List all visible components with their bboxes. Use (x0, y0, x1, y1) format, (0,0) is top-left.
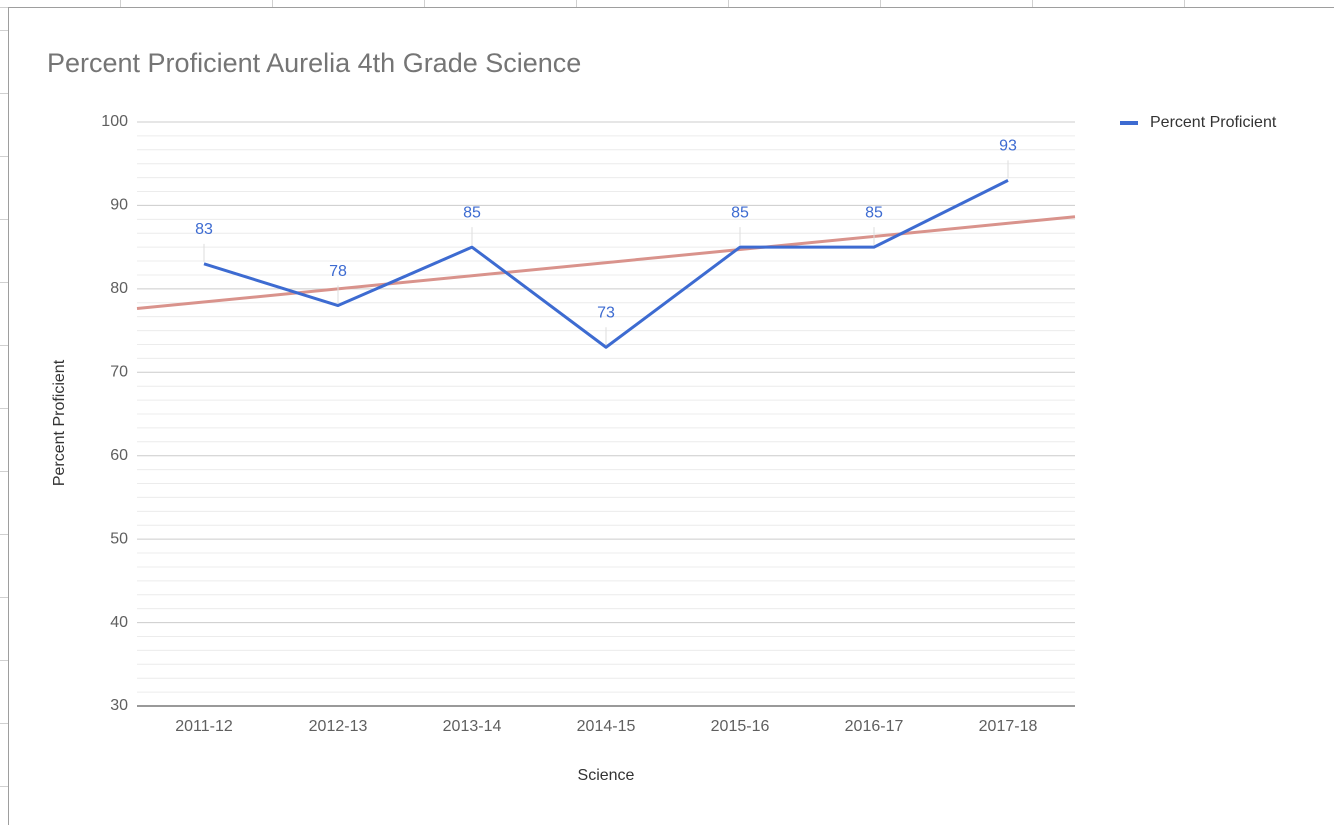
x-tick-label: 2017-18 (979, 718, 1038, 735)
data-label: 85 (731, 204, 749, 221)
series-line (203, 179, 1009, 349)
y-tick-label: 50 (110, 530, 128, 547)
data-label: 73 (597, 304, 615, 321)
x-tick-label: 2016-17 (845, 718, 904, 735)
y-tick-label: 100 (101, 113, 128, 130)
x-tick-label: 2013-14 (443, 718, 502, 735)
y-tick-label: 70 (110, 364, 128, 381)
y-tick-label: 90 (110, 197, 128, 214)
y-axis-label: Percent Proficient (51, 359, 68, 486)
y-tick-label: 80 (110, 280, 128, 297)
x-axis-label: Science (578, 767, 635, 784)
x-tick-label: 2014-15 (577, 718, 636, 735)
chart-frame (8, 7, 1334, 825)
data-label: 93 (999, 138, 1017, 155)
trendline (136, 215, 1076, 311)
chart-title: Percent Proficient Aurelia 4th Grade Sci… (47, 48, 581, 78)
x-tick-label: 2012-13 (309, 718, 368, 735)
data-label: 85 (865, 204, 883, 221)
legend-label: Percent Proficient (1150, 114, 1277, 131)
y-tick-label: 30 (110, 697, 128, 714)
y-tick-label: 40 (110, 614, 128, 631)
data-label: 83 (195, 221, 213, 238)
y-tick-label: 60 (110, 447, 128, 464)
data-label: 85 (463, 204, 481, 221)
data-label: 78 (329, 263, 347, 280)
x-tick-label: 2015-16 (711, 718, 770, 735)
x-tick-label: 2011-12 (175, 718, 233, 735)
